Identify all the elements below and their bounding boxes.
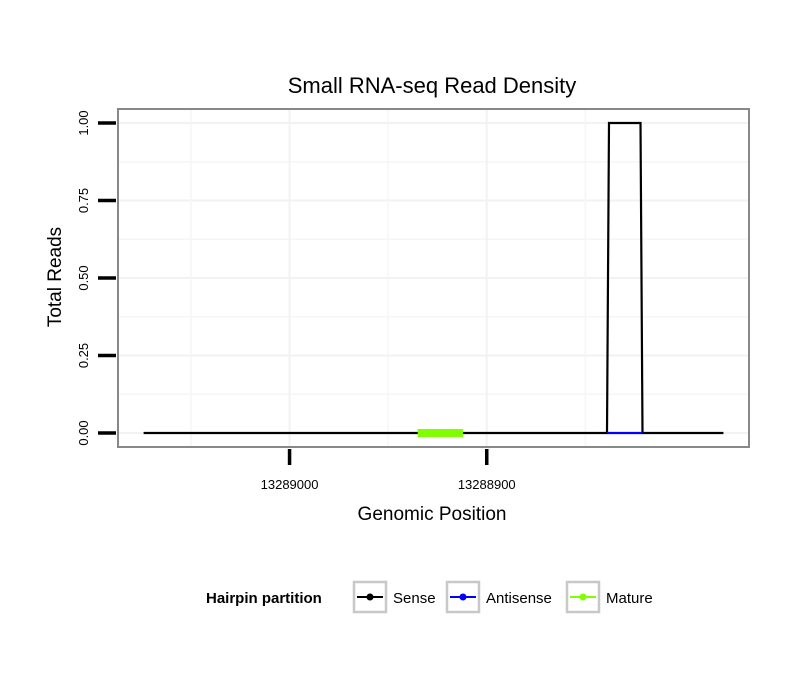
y-axis-title: Total Reads — [45, 227, 66, 327]
x-tick-label: 13288900 — [458, 477, 516, 492]
legend-label-mature: Mature — [606, 590, 653, 607]
grid-lines — [118, 109, 749, 447]
series-line-sense — [143, 121, 724, 435]
y-tick-label: 0.75 — [76, 188, 91, 213]
y-tick-label: 0.50 — [76, 265, 91, 290]
chart-title: Small RNA-seq Read Density — [288, 73, 577, 98]
legend-entries: Sense Antisense Mature — [352, 580, 653, 614]
y-tick-label: 0.00 — [76, 420, 91, 445]
legend-label-antisense: Antisense — [486, 590, 552, 607]
data-series — [143, 121, 724, 437]
legend-key-point — [366, 593, 374, 601]
legend-key-point — [579, 593, 587, 601]
y-axis-ticks: 0.00 0.25 0.50 0.75 1.00 — [76, 110, 116, 446]
legend-label-sense: Sense — [393, 590, 436, 607]
x-axis-title: Genomic Position — [358, 504, 507, 525]
legend: Hairpin partition Sense Antisense Mature — [206, 580, 653, 614]
y-tick-label: 0.25 — [76, 343, 91, 368]
x-axis-ticks: 13289000 13288900 — [261, 449, 516, 492]
x-tick-label: 13289000 — [261, 477, 319, 492]
plot-panel-border — [117, 108, 750, 448]
y-tick-label: 1.00 — [76, 110, 91, 135]
legend-title: Hairpin partition — [206, 590, 322, 607]
legend-key-point — [459, 593, 467, 601]
